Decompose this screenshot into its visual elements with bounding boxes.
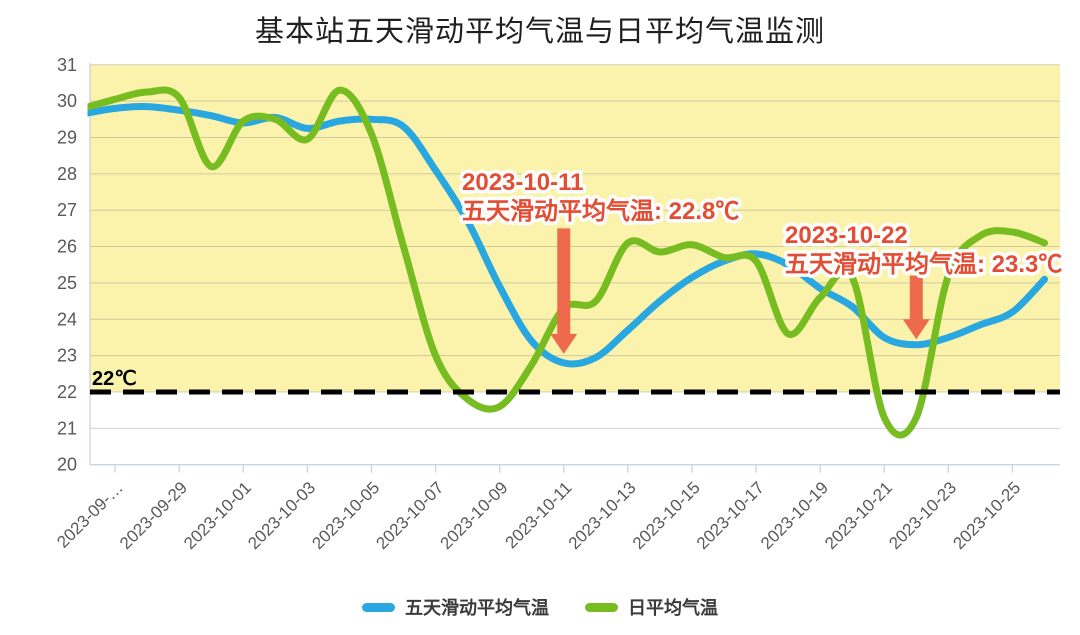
x-tick-label: 2023-10-07 bbox=[372, 478, 447, 553]
y-tick-label: 23 bbox=[57, 346, 77, 366]
x-tick-label: 2023-10-21 bbox=[821, 478, 896, 553]
x-tick-label: 2023-10-25 bbox=[949, 478, 1024, 553]
x-tick-label: 2023-10-01 bbox=[180, 478, 255, 553]
x-tick-label: 2023-10-23 bbox=[885, 478, 960, 553]
x-tick-label: 2023-09-29 bbox=[116, 478, 191, 553]
x-tick-label: 2023-10-19 bbox=[757, 478, 832, 553]
y-tick-label: 24 bbox=[57, 309, 77, 329]
legend-item-five-day-avg: 五天滑动平均气温 bbox=[362, 594, 549, 620]
gridlines bbox=[90, 64, 1060, 466]
y-axis-labels: 20 21 22 23 24 25 26 27 28 29 30 31 bbox=[57, 55, 77, 475]
x-tick-label: 2023-10-05 bbox=[308, 478, 383, 553]
chart-title: 基本站五天滑动平均气温与日平均气温监测 bbox=[254, 16, 825, 48]
y-tick-label: 31 bbox=[57, 55, 77, 75]
legend: 五天滑动平均气温 日平均气温 bbox=[0, 594, 1080, 620]
y-tick-label: 29 bbox=[57, 127, 77, 147]
y-tick-label: 25 bbox=[57, 273, 77, 293]
x-tick-label: 2023-10-13 bbox=[565, 478, 640, 553]
x-tick-label: 2023-10-15 bbox=[629, 478, 704, 553]
legend-marker-five-day-avg bbox=[362, 602, 395, 612]
y-tick-label: 21 bbox=[57, 418, 77, 438]
y-tick-label: 22 bbox=[57, 382, 77, 402]
x-axis-ticks bbox=[114, 464, 1014, 473]
x-tick-label: 2023-10-11 bbox=[502, 478, 576, 552]
y-tick-label: 20 bbox=[57, 455, 77, 475]
x-tick-label: 2023-10-17 bbox=[693, 478, 768, 553]
annotation-value-2: 五天滑动平均气温: 23.3℃ bbox=[785, 250, 1062, 278]
x-tick-label: 2023-10-09 bbox=[437, 478, 512, 553]
annotation-date-1: 2023-10-11 bbox=[462, 169, 583, 196]
annotation-value-1: 五天滑动平均气温: 22.8℃ bbox=[462, 197, 739, 225]
y-tick-label: 27 bbox=[57, 200, 77, 220]
threshold-label: 22℃ bbox=[92, 368, 137, 390]
y-tick-label: 26 bbox=[57, 237, 77, 257]
x-tick-label: 2023-10-03 bbox=[244, 478, 319, 553]
y-tick-label: 30 bbox=[57, 91, 77, 111]
annotation-arrow-2 bbox=[902, 275, 930, 340]
legend-label-daily-avg: 日平均气温 bbox=[628, 598, 718, 618]
y-tick-label: 28 bbox=[57, 164, 77, 184]
legend-item-daily-avg: 日平均气温 bbox=[585, 594, 718, 620]
annotation-date-2: 2023-10-22 bbox=[785, 222, 908, 249]
annotation-arrow-1 bbox=[550, 228, 578, 354]
legend-label-five-day-avg: 五天滑动平均气温 bbox=[405, 598, 549, 618]
x-axis-labels: 2023-09-…2023-09-292023-10-012023-10-032… bbox=[53, 478, 1024, 553]
legend-marker-daily-avg bbox=[585, 602, 618, 612]
